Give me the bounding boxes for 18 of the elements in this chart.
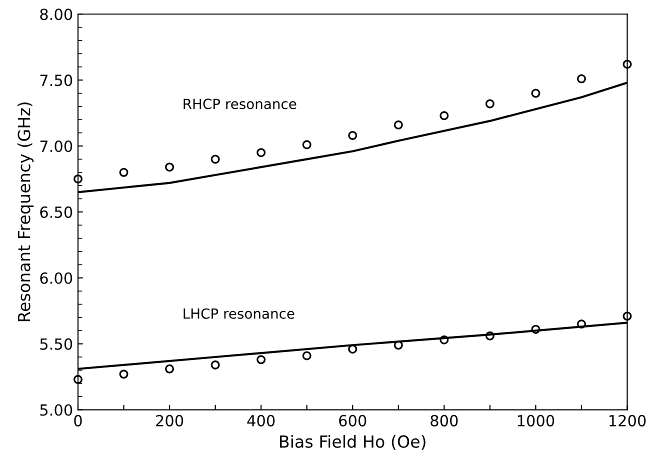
x-axis-title: Bias Field Ho (Oe) bbox=[280, 434, 426, 450]
x-tick-label: 200 bbox=[156, 414, 184, 426]
y-tick-label: 6.50 bbox=[40, 206, 72, 218]
annotation: RHCP resonance bbox=[184, 98, 296, 110]
y-tick-label: 6.00 bbox=[40, 272, 72, 284]
x-tick-label: 1200 bbox=[609, 414, 646, 426]
y-tick-label: 5.00 bbox=[40, 404, 72, 416]
y-tick-label: 7.00 bbox=[40, 140, 72, 152]
y-tick-label: 5.50 bbox=[40, 338, 72, 350]
annotation: LHCP resonance bbox=[184, 308, 294, 319]
x-tick-label: 800 bbox=[430, 414, 458, 426]
x-tick-label: 600 bbox=[339, 414, 366, 426]
x-tick-label: 400 bbox=[247, 414, 275, 426]
x-tick-label: 0 bbox=[74, 414, 82, 426]
y-tick-label: 7.50 bbox=[40, 74, 72, 86]
y-axis-title: Resonant Frequency (GHz) bbox=[17, 102, 34, 322]
x-tick-label: 1000 bbox=[518, 414, 554, 426]
y-tick-label: 8.00 bbox=[40, 8, 72, 20]
